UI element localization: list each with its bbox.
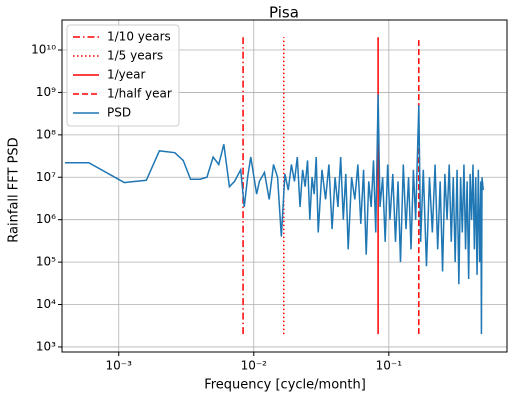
y-tick-label: 10⁸ xyxy=(36,127,56,141)
plot-frame xyxy=(61,19,508,353)
x-tick-label: 10⁻¹ xyxy=(376,359,403,373)
y-tick-label: 10⁵ xyxy=(36,255,56,269)
y-tick-label: 10³ xyxy=(36,339,56,353)
y-tick-label: 10⁷ xyxy=(36,170,56,184)
y-tick-label: 10⁴ xyxy=(36,297,56,311)
series-line xyxy=(65,94,484,335)
y-tick-label: 10¹⁰ xyxy=(31,43,56,57)
x-tick-label: 10⁻² xyxy=(241,359,268,373)
x-axis-label: Frequency [cycle/month] xyxy=(204,378,366,393)
legend-box xyxy=(66,24,180,127)
legend-label: 1/10 years xyxy=(107,30,171,44)
legend-label: 1/5 years xyxy=(107,49,163,63)
legend-label: PSD xyxy=(107,106,131,120)
y-tick-label: 10⁹ xyxy=(36,85,56,99)
legend-label: 1/half year xyxy=(107,87,172,101)
y-tick-label: 10⁶ xyxy=(36,212,56,226)
chart-title: Pisa xyxy=(269,4,299,22)
legend-label: 1/year xyxy=(107,68,146,82)
y-axis-label: Rainfall FFT PSD xyxy=(7,137,22,242)
x-tick-label: 10⁻³ xyxy=(106,359,133,373)
